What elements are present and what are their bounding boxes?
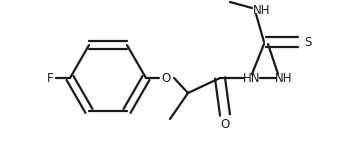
- Text: F: F: [47, 71, 53, 84]
- Text: O: O: [221, 119, 230, 131]
- Text: NH: NH: [253, 4, 271, 16]
- Text: NH: NH: [275, 71, 293, 84]
- Text: O: O: [161, 71, 171, 84]
- Text: HN: HN: [243, 71, 261, 84]
- Text: S: S: [304, 35, 312, 49]
